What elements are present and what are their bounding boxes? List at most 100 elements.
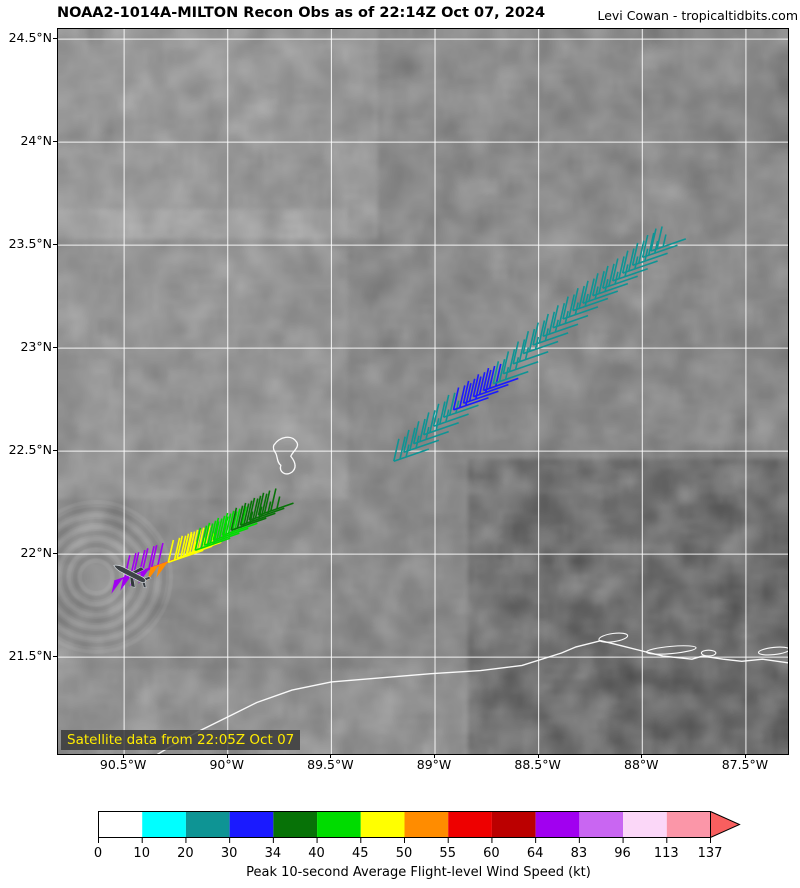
colorbar-tick-label: 55 — [439, 846, 456, 861]
y-tick-mark — [53, 38, 57, 40]
wind-barb — [185, 525, 222, 556]
wind-barb-pennant — [120, 575, 132, 591]
wind-barb-pennant — [111, 578, 123, 594]
colorbar-tick-label: 34 — [264, 846, 282, 861]
aircraft-icon — [113, 564, 152, 589]
y-tick-label: 23.5°N — [8, 236, 52, 252]
colorbar-segment — [535, 811, 580, 838]
wind-barb — [432, 401, 469, 427]
colorbar-segment — [317, 811, 361, 838]
y-tick-mark — [53, 656, 57, 658]
wind-barb — [532, 320, 569, 346]
x-tick-mark — [434, 754, 436, 758]
colorbar-segment — [142, 811, 186, 838]
x-tick-mark — [641, 754, 643, 758]
wind-barb — [552, 303, 589, 329]
wind-barb — [502, 349, 539, 375]
wind-barb — [562, 294, 599, 320]
colorbar-tick-label: 20 — [177, 846, 194, 861]
colorbar-segment — [360, 811, 405, 838]
y-tick-mark — [53, 450, 57, 452]
x-tick-label: 88.5°W — [514, 757, 561, 772]
page-title: NOAA2-1014A-MILTON Recon Obs as of 22:14… — [57, 5, 546, 21]
y-tick-mark — [53, 553, 57, 555]
wind-barb — [482, 363, 519, 392]
colorbar-tick-label: 96 — [614, 846, 631, 861]
wind-barb-pennant — [156, 562, 168, 578]
wind-barb — [602, 263, 638, 290]
wind-barb — [650, 226, 687, 252]
colorbar-tick-label: 10 — [133, 846, 150, 861]
aircraft-part — [113, 564, 147, 583]
map-plot-area: Satellite data from 22:05Z Oct 07 — [57, 28, 789, 755]
wind-barb — [611, 256, 648, 282]
wind-barb — [221, 506, 258, 537]
wind-barb — [203, 516, 240, 546]
x-tick-label: 90°W — [209, 757, 244, 772]
wind-barb — [631, 240, 668, 267]
x-tick-label: 90.5°W — [99, 757, 147, 772]
colorbar-tick-label: 50 — [395, 846, 413, 861]
credit-text: Levi Cowan - tropicaltidbits.com — [597, 8, 798, 23]
colorbar-tick-label: 45 — [352, 846, 369, 861]
wind-barb — [452, 383, 489, 411]
wind-barb — [492, 359, 529, 385]
x-tick-mark — [330, 754, 332, 758]
x-tick-mark — [537, 754, 539, 758]
cay-outline — [757, 646, 788, 656]
wind-barb — [167, 533, 204, 564]
y-tick-mark — [53, 347, 57, 349]
reef-outline — [272, 436, 299, 475]
wind-barb — [472, 369, 509, 398]
wind-barb-pennant — [147, 565, 159, 581]
wind-barb — [412, 418, 449, 445]
wind-barb — [257, 488, 294, 516]
cay-outline — [700, 649, 717, 657]
y-tick-label: 23°N — [20, 339, 52, 355]
colorbar-segment — [185, 811, 230, 838]
wind-barb — [462, 376, 499, 405]
colorbar-segment — [623, 811, 667, 838]
colorbar-segment — [491, 811, 536, 838]
wind-barb — [442, 392, 479, 419]
wind-barb — [621, 248, 658, 274]
x-tick-mark — [123, 754, 125, 758]
colorbar-segment — [273, 811, 318, 838]
wind-barb — [522, 328, 559, 355]
wind-barb — [641, 232, 678, 259]
wind-barb — [592, 271, 629, 297]
wind-barb — [542, 311, 579, 338]
wind-barb — [194, 521, 231, 551]
colorbar-tick-label: 40 — [308, 846, 325, 861]
wind-barb — [393, 436, 430, 462]
map-overlay — [58, 29, 788, 754]
colorbar-tick-label: 83 — [570, 846, 588, 861]
cay-outline — [598, 632, 629, 643]
satellite-image — [58, 29, 788, 754]
y-tick-mark — [53, 141, 57, 143]
wind-barb — [512, 339, 549, 365]
wind-barb — [230, 503, 267, 531]
colorbar-tick-label: 30 — [220, 846, 238, 861]
colorbar-segment — [98, 811, 143, 838]
colorbar-segment — [579, 811, 624, 838]
cay-outline — [646, 645, 697, 655]
y-tick-label: 24.5°N — [8, 30, 52, 46]
colorbar-segment — [666, 811, 711, 838]
wind-barb — [572, 285, 609, 312]
y-tick-mark — [53, 244, 57, 246]
x-tick-mark — [744, 754, 746, 758]
x-tick-label: 89°W — [416, 757, 452, 772]
x-tick-label: 87.5°W — [721, 757, 769, 772]
colorbar-segment — [404, 811, 449, 838]
colorbar-tick-label: 60 — [483, 846, 500, 861]
x-tick-mark — [226, 754, 228, 758]
colorbar-segment — [229, 811, 274, 838]
y-tick-label: 24°N — [20, 133, 52, 149]
wind-barb — [403, 427, 440, 454]
colorbar-caption: Peak 10-second Average Flight-level Wind… — [246, 865, 591, 880]
wind-barb — [582, 278, 619, 304]
y-tick-label: 21.5°N — [8, 648, 52, 664]
wind-barb — [239, 498, 276, 527]
